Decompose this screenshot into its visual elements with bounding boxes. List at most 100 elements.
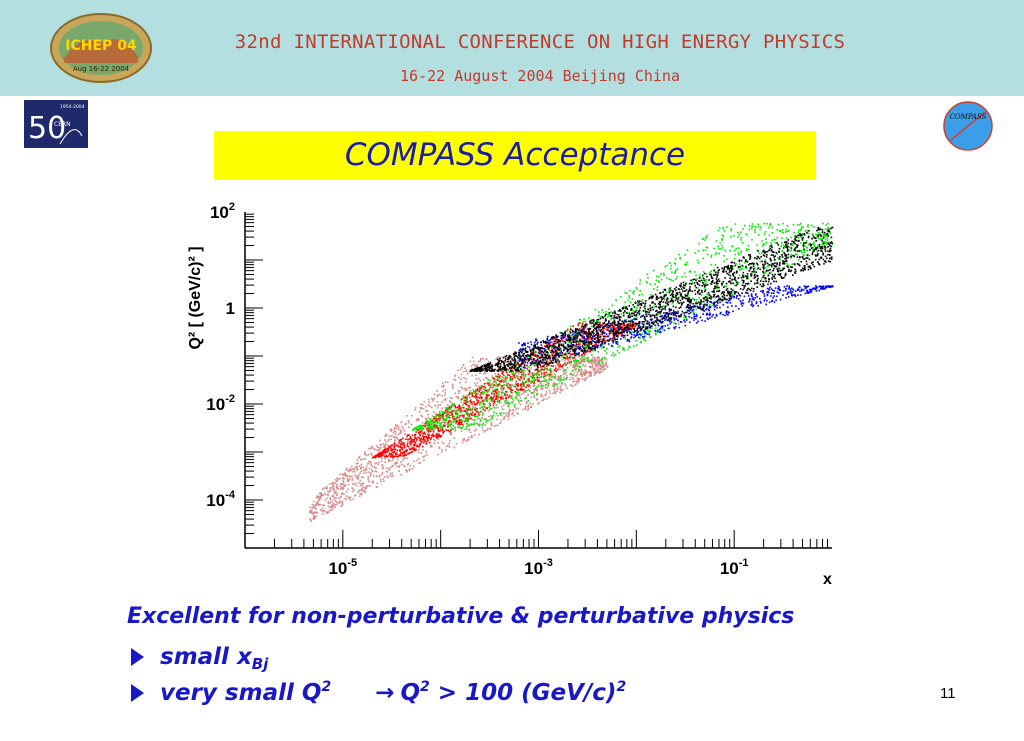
data-point [526,368,529,371]
data-point [447,407,449,409]
data-point [342,483,344,486]
data-point [535,338,537,340]
data-point [654,330,657,333]
data-point [483,388,485,391]
data-point [535,368,538,371]
data-point [504,393,507,396]
data-point [511,371,514,373]
data-point [769,286,771,289]
data-point [669,262,671,265]
data-point [566,387,568,390]
data-point [686,306,688,309]
data-point [822,233,824,236]
data-point [579,343,581,345]
data-point [525,373,527,376]
data-point [521,344,523,347]
data-point [391,429,393,431]
data-point [586,351,588,353]
data-point [546,343,549,346]
data-point [573,374,575,376]
data-point [502,379,504,382]
data-point [586,357,588,359]
data-point [504,401,506,403]
data-point [324,492,326,495]
data-point [803,244,805,246]
data-point [454,430,457,432]
data-point [654,316,656,319]
data-point [741,268,743,270]
data-point [552,361,555,364]
data-point [540,362,543,364]
data-point [541,399,543,402]
data-point [644,316,646,319]
data-point [366,463,369,465]
data-point [600,331,603,334]
data-point [768,301,771,304]
data-point [342,503,344,505]
data-point [710,256,713,258]
data-point [503,416,506,418]
data-point [438,424,440,427]
data-point [455,420,458,422]
data-point [468,392,471,395]
data-point [737,236,739,238]
data-point [633,334,635,336]
data-point [344,484,346,486]
data-point [403,443,405,446]
data-point [605,333,608,336]
data-point [515,395,517,398]
data-point [772,292,775,295]
data-point [709,313,711,315]
data-point [570,370,573,373]
data-point [352,482,354,485]
data-point [703,287,706,289]
data-point [547,345,550,347]
data-point [773,301,776,303]
data-point [741,302,744,304]
data-point [448,446,451,448]
data-point [482,408,485,411]
data-point [387,449,390,451]
data-point [404,457,406,459]
data-point [583,355,585,358]
data-point [470,398,472,401]
data-point [616,349,619,352]
data-point [605,364,608,366]
data-point [500,380,502,382]
data-point [339,496,342,498]
data-point [640,316,642,318]
data-point [538,374,540,376]
data-point [434,439,436,442]
data-point [643,329,645,332]
data-point [333,489,335,491]
data-point [533,382,535,385]
data-point [418,462,420,465]
data-point [646,321,649,323]
data-point [742,302,745,305]
data-point [815,286,818,289]
data-point [568,362,571,364]
data-point [447,426,449,428]
data-point [460,430,463,432]
data-point [520,376,523,378]
data-point [364,491,366,494]
data-point [537,380,539,383]
data-point [644,340,647,342]
data-point [566,362,569,365]
data-point [403,445,406,447]
data-point [705,279,707,281]
data-point [577,381,580,383]
data-point [335,503,338,506]
data-point [333,499,335,501]
data-point [510,386,512,388]
data-point [357,476,359,479]
data-point [704,239,706,241]
data-point [583,372,586,375]
data-point [433,393,436,396]
data-point [817,232,820,234]
data-point [730,297,733,299]
data-point [392,456,394,459]
data-point [717,245,719,247]
data-point [467,415,469,417]
data-point [442,425,444,428]
